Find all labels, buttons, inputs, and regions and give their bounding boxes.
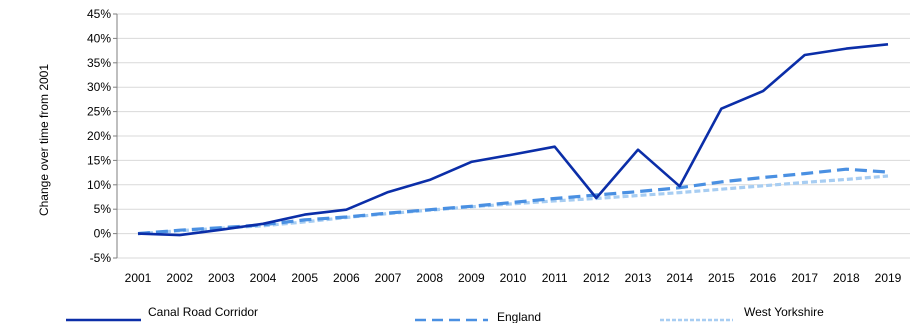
x-tick-label: 2010 [500, 271, 527, 285]
x-tick-label: 2009 [458, 271, 485, 285]
y-tick-label: 15% [87, 153, 111, 167]
x-axis: 2001 2002 2003 2004 2005 2006 2007 2008 2009 2010… [125, 271, 902, 285]
series-line-west-yorkshire [137, 174, 889, 236]
x-tick-label: 2003 [208, 271, 235, 285]
x-tick-label: 2012 [583, 271, 610, 285]
x-tick-label: 2005 [291, 271, 318, 285]
x-tick-label: 2007 [375, 271, 402, 285]
y-tick-label: 40% [87, 31, 111, 45]
x-tick-label: 2014 [666, 271, 693, 285]
y-tick-label: -5% [90, 251, 112, 265]
series-line-canal-road-corridor [137, 43, 889, 237]
y-tick-label: 35% [87, 56, 111, 70]
x-tick-label: 2019 [875, 271, 902, 285]
series-line-england [137, 167, 889, 236]
grid-lines [117, 13, 910, 259]
x-tick-label: 2008 [416, 271, 443, 285]
x-tick-label: 2015 [708, 271, 735, 285]
x-tick-label: 2013 [625, 271, 652, 285]
y-tick-label: 10% [87, 178, 111, 192]
legend: Canal Road Corridor England West Yorkshire [66, 305, 824, 323]
legend-label: Canal Road Corridor [148, 305, 258, 319]
x-tick-label: 2004 [250, 271, 277, 285]
legend-label: England [497, 310, 541, 323]
x-tick-label: 2017 [791, 271, 818, 285]
series-lines [137, 43, 889, 237]
x-tick-label: 2011 [542, 271, 568, 285]
x-tick-label: 2018 [833, 271, 860, 285]
legend-label: West Yorkshire [744, 305, 824, 319]
x-tick-label: 2006 [333, 271, 360, 285]
x-tick-label: 2001 [125, 271, 152, 285]
y-tick-label: 20% [87, 129, 111, 143]
y-tick-label: 0% [94, 227, 112, 241]
y-axis-title: Change over time from 2001 [37, 64, 51, 216]
x-tick-label: 2002 [166, 271, 193, 285]
y-tick-label: 45% [87, 7, 111, 21]
y-tick-label: 5% [94, 202, 112, 216]
y-tick-label: 25% [87, 105, 111, 119]
x-tick-label: 2016 [750, 271, 777, 285]
y-axis: -5% 0% 5% 10% 15% 20% 25% 30% 35% 40% 45% [87, 7, 118, 265]
y-tick-label: 30% [87, 80, 111, 94]
